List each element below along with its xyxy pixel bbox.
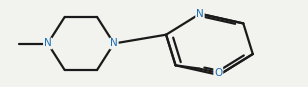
Text: N: N bbox=[44, 39, 52, 48]
Text: O: O bbox=[214, 68, 222, 78]
Text: N: N bbox=[196, 9, 204, 19]
Text: N: N bbox=[110, 39, 118, 48]
